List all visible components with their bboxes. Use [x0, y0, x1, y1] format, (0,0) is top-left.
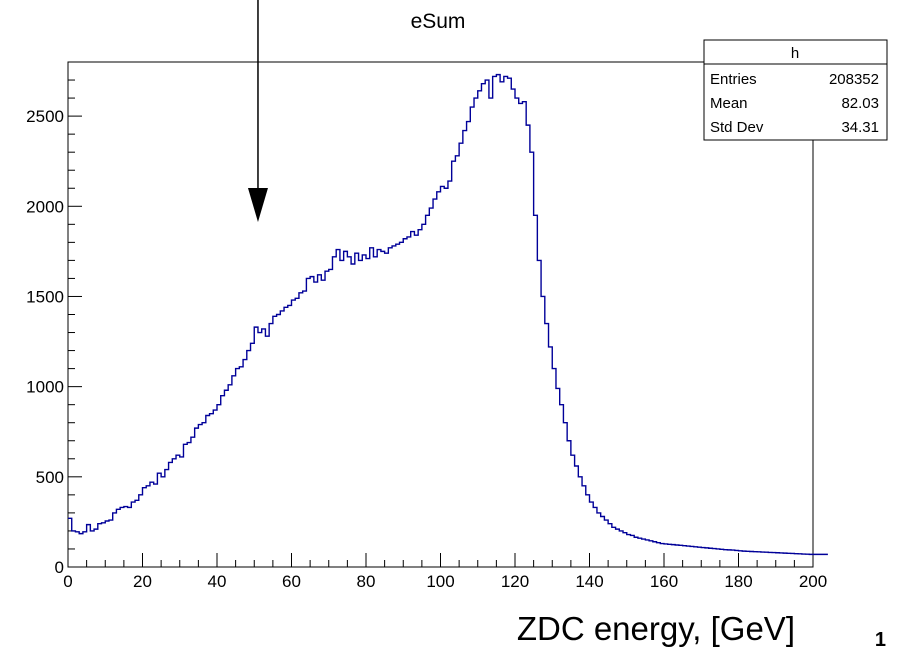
- x-tick-label: 180: [724, 572, 752, 591]
- x-tick-label: 100: [426, 572, 454, 591]
- y-tick-label: 2000: [26, 197, 64, 216]
- stats-stddev-label: Std Dev: [710, 119, 764, 136]
- x-tick-label: 80: [357, 572, 376, 591]
- x-tick-label: 200: [799, 572, 827, 591]
- y-tick-label: 1500: [26, 287, 64, 306]
- y-tick-label: 500: [36, 468, 64, 487]
- x-tick-label: 120: [501, 572, 529, 591]
- chart-title: eSum: [411, 10, 466, 33]
- x-tick-label: 60: [282, 572, 301, 591]
- stats-box-frame: [703, 39, 888, 141]
- y-tick-labels: 0 500 1000 1500 2000 2500: [26, 107, 64, 577]
- x-tick-label: 140: [575, 572, 603, 591]
- x-tick-label: 0: [63, 572, 72, 591]
- stats-box: h Entries 208352 Mean 82.03 Std Dev 34.3…: [703, 39, 888, 141]
- plot-frame: [67, 61, 814, 568]
- y-tick-label: 0: [55, 558, 64, 577]
- y-tick-label: 2500: [26, 107, 64, 126]
- stats-stddev-value: 34.31: [841, 119, 879, 136]
- axis-ticks: [67, 61, 814, 568]
- stats-mean-label: Mean: [710, 95, 748, 112]
- x-tick-label: 20: [133, 572, 152, 591]
- x-axis-label: ZDC energy, [GeV]: [517, 610, 795, 647]
- y-tick-label: 1000: [26, 378, 64, 397]
- histogram-series-h: [68, 73, 828, 556]
- stats-box-title: h: [791, 45, 799, 62]
- annotation-arrow: [247, 0, 268, 222]
- stats-mean-value: 82.03: [841, 95, 879, 112]
- stats-entries-label: Entries: [710, 71, 757, 88]
- annotation-arrow-head: [247, 188, 268, 222]
- stats-entries-value: 208352: [829, 71, 879, 88]
- x-tick-label: 40: [208, 572, 227, 591]
- x-tick-label: 160: [650, 572, 678, 591]
- page-number: 1: [875, 629, 886, 648]
- x-tick-labels: 0 20 40 60 80 100 120 140 160 180 200: [63, 572, 827, 591]
